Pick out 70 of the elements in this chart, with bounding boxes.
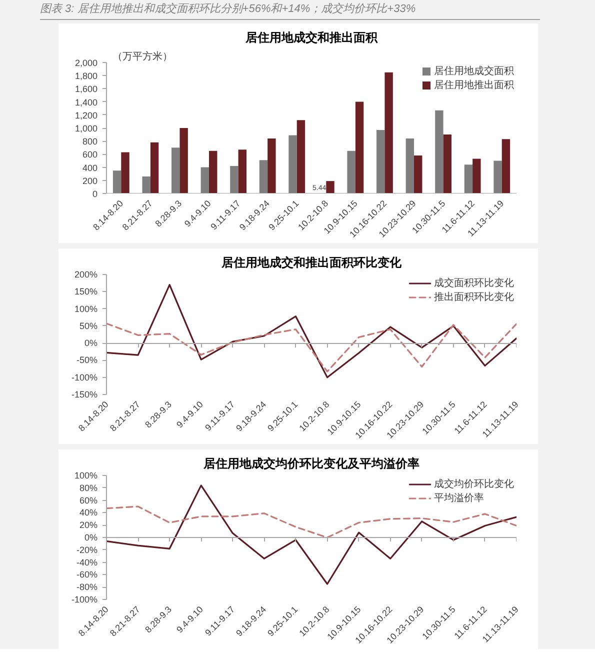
bar bbox=[288, 135, 297, 194]
y-tick-label: -20% bbox=[76, 544, 98, 555]
y-tick-label: 80% bbox=[79, 482, 98, 493]
y-tick-label: 40% bbox=[79, 508, 98, 518]
legend-label: 成交均价环比变化 bbox=[434, 478, 514, 491]
bar bbox=[200, 167, 209, 194]
y-tick-label: -60% bbox=[76, 570, 98, 580]
y-tick-label: 0% bbox=[84, 532, 98, 542]
bar bbox=[464, 164, 473, 194]
bar bbox=[268, 138, 276, 194]
y-tick-label: -80% bbox=[76, 582, 98, 592]
bar bbox=[209, 150, 218, 194]
bar bbox=[406, 138, 414, 194]
y-tick-label: 200% bbox=[74, 270, 98, 280]
y-tick-label: 50% bbox=[79, 320, 98, 331]
bar bbox=[238, 150, 246, 194]
y-tick-label: 0% bbox=[84, 338, 98, 348]
bar bbox=[472, 158, 481, 194]
text: 图表 3: 居住用地推出和成交面积环比分别+56%和+14%；成交均价环比+33% bbox=[40, 2, 416, 17]
bar bbox=[435, 110, 444, 194]
bar bbox=[259, 160, 268, 194]
y-tick-label: -40% bbox=[76, 557, 98, 568]
bar bbox=[150, 142, 159, 194]
y-tick-label: 150% bbox=[74, 286, 98, 297]
bar bbox=[502, 139, 510, 194]
y-tick-label: -50% bbox=[76, 355, 98, 366]
y-tick-label: 400 bbox=[82, 162, 98, 173]
bar bbox=[121, 152, 130, 194]
y-tick-label: 100% bbox=[74, 470, 98, 480]
bar bbox=[230, 166, 238, 194]
bar bbox=[172, 148, 180, 194]
chart-title: 居住用地成交和推出面积环比变化 bbox=[220, 256, 402, 270]
y-tick-label: 1,400 bbox=[74, 97, 98, 108]
bar bbox=[326, 181, 334, 194]
y-tick-label: 1,000 bbox=[74, 124, 98, 134]
bar bbox=[443, 134, 452, 194]
chart-title: 居住用地成交均价环比变化及平均溢价率 bbox=[202, 456, 420, 470]
legend-label: 平均溢价率 bbox=[434, 492, 484, 505]
bar bbox=[112, 170, 122, 194]
bar bbox=[376, 130, 385, 194]
y-tick-label: -150% bbox=[71, 390, 98, 400]
y-tick-label: 1,200 bbox=[74, 110, 98, 120]
y-tick-label: -100% bbox=[71, 594, 98, 604]
bar bbox=[347, 150, 356, 194]
bar bbox=[142, 176, 150, 194]
y-tick-label: 0 bbox=[92, 189, 98, 199]
line-series bbox=[106, 506, 516, 538]
y-tick-label: 600 bbox=[82, 150, 98, 160]
y-tick-label: 1,600 bbox=[74, 84, 98, 94]
y-tick-label: 2,000 bbox=[74, 58, 98, 68]
bar bbox=[180, 128, 188, 194]
bar bbox=[355, 102, 364, 194]
y-tick-label: -100% bbox=[71, 372, 98, 382]
y-tick-label: 800 bbox=[82, 136, 98, 147]
chart-title: 居住用地成交和推出面积 bbox=[244, 30, 378, 44]
bar bbox=[494, 160, 502, 194]
legend-label: 成交面积环比变化 bbox=[434, 276, 514, 290]
bar bbox=[414, 156, 422, 194]
y-tick-label: 200 bbox=[82, 176, 98, 186]
y-tick-label: 1,800 bbox=[74, 71, 98, 82]
line-series bbox=[106, 322, 516, 372]
y-axis-title: （万平方米） bbox=[112, 50, 172, 62]
y-tick-label: 100% bbox=[74, 304, 98, 314]
y-tick-label: 60% bbox=[79, 495, 98, 506]
legend-label: 居住用地成交面积 bbox=[434, 64, 514, 78]
bar bbox=[296, 120, 306, 194]
y-tick-label: 20% bbox=[79, 520, 98, 530]
legend-label: 推出面积环比变化 bbox=[434, 290, 514, 304]
bar bbox=[384, 72, 393, 194]
legend-label: 居住用地推出面积 bbox=[434, 78, 514, 92]
